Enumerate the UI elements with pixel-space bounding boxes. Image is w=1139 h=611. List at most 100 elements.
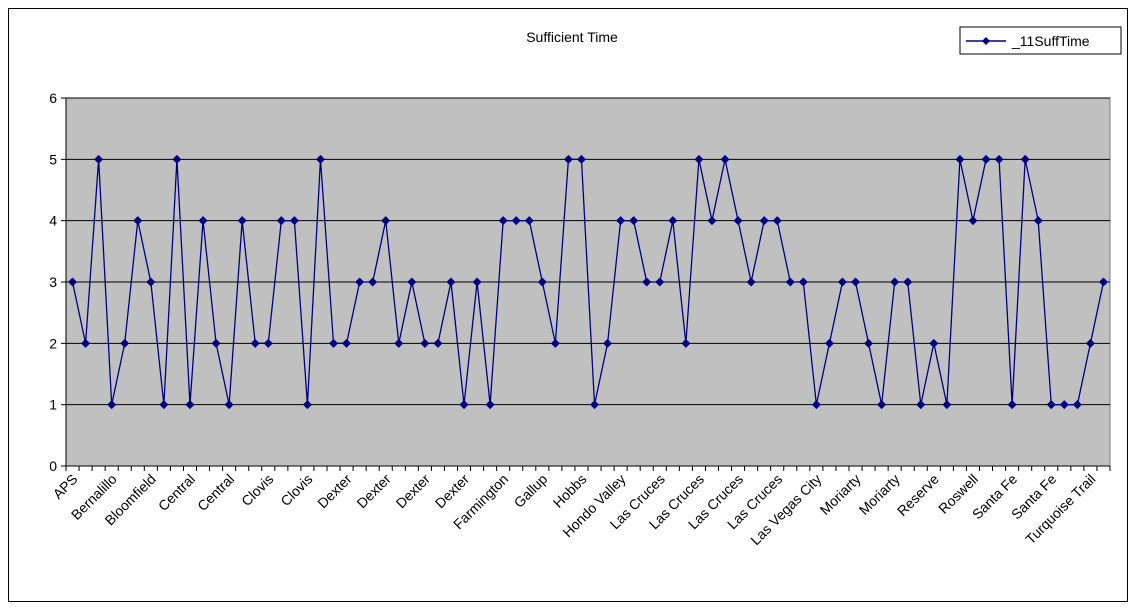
y-tick-label: 4 <box>49 213 57 229</box>
data-point <box>329 338 339 348</box>
x-tick-label: Las Vegas City <box>747 471 824 548</box>
data-point <box>1033 216 1043 226</box>
data-point <box>590 400 600 410</box>
chart-title: Sufficient Time <box>526 29 618 45</box>
data-point <box>1046 400 1056 410</box>
data-point <box>172 154 182 164</box>
x-tick-label: Clovis <box>238 471 276 509</box>
data-point <box>629 216 639 226</box>
data-point <box>94 154 104 164</box>
data-point <box>250 338 260 348</box>
data-point <box>772 216 782 226</box>
data-point <box>733 216 743 226</box>
x-tick-label: APS <box>50 471 81 502</box>
data-point <box>120 338 130 348</box>
data-point <box>420 338 430 348</box>
data-point <box>681 338 691 348</box>
data-point <box>198 216 208 226</box>
data-point <box>759 216 769 226</box>
data-point <box>472 277 482 287</box>
y-tick-label: 6 <box>49 90 57 106</box>
data-point <box>785 277 795 287</box>
data-point <box>550 338 560 348</box>
x-tick-label: Turquoise Trail <box>1022 471 1098 547</box>
data-point <box>916 400 926 410</box>
data-point <box>968 216 978 226</box>
data-point <box>707 216 717 226</box>
data-point <box>107 400 117 410</box>
data-point <box>237 216 247 226</box>
data-point <box>146 277 156 287</box>
x-tick-label: Dexter <box>393 471 434 512</box>
data-point <box>668 216 678 226</box>
data-point <box>1007 400 1017 410</box>
data-point <box>955 154 965 164</box>
data-point <box>981 154 991 164</box>
data-point <box>1098 277 1108 287</box>
data-point <box>994 154 1004 164</box>
data-point <box>368 277 378 287</box>
data-point <box>563 154 573 164</box>
x-tick-label: Moriarty <box>817 471 864 518</box>
data-point <box>355 277 365 287</box>
chart-svg: 0123456APSBernalilloBloomfieldCentralCen… <box>49 26 1122 548</box>
data-point <box>446 277 456 287</box>
legend-marker <box>982 37 990 45</box>
data-point <box>133 216 143 226</box>
data-point <box>1020 154 1030 164</box>
data-point <box>289 216 299 226</box>
data-point <box>485 400 495 410</box>
x-tick-label: Dexter <box>353 471 394 512</box>
data-point <box>837 277 847 287</box>
y-tick-label: 2 <box>49 335 57 351</box>
data-point <box>537 277 547 287</box>
data-point <box>877 400 887 410</box>
data-point <box>459 400 469 410</box>
data-point <box>890 277 900 287</box>
data-point <box>81 338 91 348</box>
data-point <box>1072 400 1082 410</box>
data-point <box>276 216 286 226</box>
x-tick-label: Gallup <box>511 471 551 511</box>
x-tick-label: Clovis <box>277 471 315 509</box>
data-point <box>263 338 273 348</box>
data-point <box>576 154 586 164</box>
data-point <box>942 400 952 410</box>
legend-label: _11SuffTime <box>1011 33 1090 49</box>
data-point <box>394 338 404 348</box>
data-point <box>342 338 352 348</box>
data-point <box>694 154 704 164</box>
y-tick-label: 0 <box>49 458 57 474</box>
y-tick-label: 3 <box>49 274 57 290</box>
y-tick-label: 5 <box>49 151 57 167</box>
series-line <box>71 158 1105 406</box>
data-point <box>603 338 613 348</box>
x-tick-label: Dexter <box>314 471 355 512</box>
data-point <box>851 277 861 287</box>
data-point <box>811 400 821 410</box>
data-point <box>824 338 834 348</box>
x-tick-label: Reserve <box>894 471 942 519</box>
data-point <box>498 216 508 226</box>
data-point <box>224 400 234 410</box>
legend: _11SuffTime <box>959 26 1122 55</box>
x-tick-label: Central <box>155 471 198 514</box>
chart-frame: 0 1 2 3 4 5 6 APS Bernalillo Bloomfield Central Cen… <box>8 8 1128 602</box>
data-point <box>211 338 221 348</box>
y-tick-label: 1 <box>49 397 57 413</box>
data-point <box>407 277 417 287</box>
data-point <box>159 400 169 410</box>
data-point <box>1085 338 1095 348</box>
data-point <box>524 216 534 226</box>
data-point <box>655 277 665 287</box>
x-tick-label: Central <box>194 471 237 514</box>
data-point <box>68 277 78 287</box>
data-point <box>315 154 325 164</box>
data-point <box>864 338 874 348</box>
data-point <box>746 277 756 287</box>
data-point <box>381 216 391 226</box>
data-point <box>616 216 626 226</box>
data-point <box>903 277 913 287</box>
data-point <box>302 400 312 410</box>
data-point <box>642 277 652 287</box>
